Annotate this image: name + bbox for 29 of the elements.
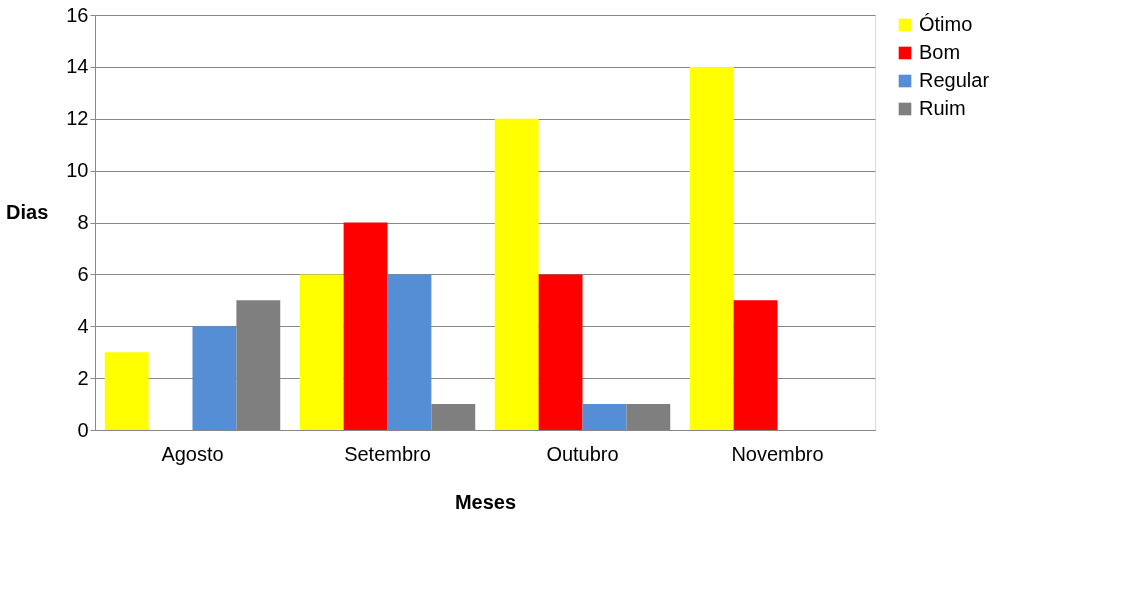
x-tick-label: Outubro <box>546 442 619 465</box>
x-tick-label: Setembro <box>344 442 431 465</box>
y-tick-label: 12 <box>66 107 89 130</box>
legend-label: Bom <box>919 41 961 63</box>
x-tick-label: Agosto <box>161 442 224 465</box>
bar <box>689 66 734 430</box>
y-tick-label: 6 <box>77 262 89 285</box>
y-tick-label: 2 <box>77 366 89 389</box>
bar <box>538 274 583 430</box>
y-axis-title: Dias <box>6 201 49 223</box>
bar <box>104 352 149 430</box>
y-tick-label: 8 <box>77 211 89 233</box>
bar <box>582 404 627 430</box>
y-tick-label: 0 <box>77 418 89 441</box>
y-tick-label: 16 <box>66 3 89 26</box>
bar <box>299 274 344 430</box>
bar <box>343 222 388 430</box>
bar <box>192 326 237 430</box>
bar <box>733 300 778 430</box>
x-axis-title: Meses <box>454 490 517 513</box>
x-tick-label: Novembro <box>731 442 824 465</box>
y-tick-label: 14 <box>66 55 89 78</box>
legend-label: Ótimo <box>919 13 973 35</box>
legend-label: Regular <box>919 69 990 91</box>
bar <box>494 118 539 430</box>
y-tick-label: 4 <box>77 314 89 337</box>
legend-label: Ruim <box>919 97 966 119</box>
bar <box>387 274 432 430</box>
y-tick-label: 10 <box>66 159 89 182</box>
